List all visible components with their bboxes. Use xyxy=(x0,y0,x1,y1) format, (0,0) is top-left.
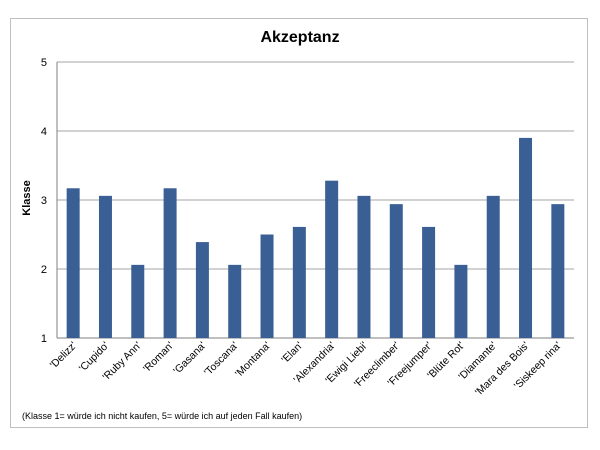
y-tick-label: 1 xyxy=(41,333,47,345)
bar xyxy=(163,188,177,338)
bars xyxy=(66,137,565,338)
bar xyxy=(228,264,242,338)
bar xyxy=(292,226,306,338)
x-tick-label: 'Montana' xyxy=(233,340,273,380)
bar xyxy=(260,234,274,338)
bar xyxy=(454,264,468,338)
bar xyxy=(66,188,80,338)
chart-title: Akzeptanz xyxy=(260,29,339,46)
bar xyxy=(551,204,565,338)
bar xyxy=(357,195,371,338)
y-tick-label: 5 xyxy=(41,57,47,69)
y-tick-labels: 1 2 3 4 5 xyxy=(41,57,47,345)
bar xyxy=(422,226,436,338)
y-tick-label: 3 xyxy=(41,195,47,207)
x-tick-label: 'Elan' xyxy=(279,340,305,366)
bar xyxy=(98,195,112,338)
bar xyxy=(195,242,209,338)
bar xyxy=(389,204,403,338)
y-tick-label: 4 xyxy=(41,126,47,138)
bar xyxy=(325,180,339,338)
bar xyxy=(486,195,500,338)
y-tick-label: 2 xyxy=(41,264,47,276)
x-tick-labels: 'Delizz''Cupido''Ruby Ann''Roman''Gasana… xyxy=(48,340,564,399)
x-tick-label: 'Delizz' xyxy=(48,340,80,372)
footnote: (Klasse 1= würde ich nicht kaufen, 5= wü… xyxy=(22,411,302,421)
bar xyxy=(519,137,533,338)
y-axis-label: Klasse xyxy=(21,180,33,215)
bar xyxy=(131,264,145,338)
